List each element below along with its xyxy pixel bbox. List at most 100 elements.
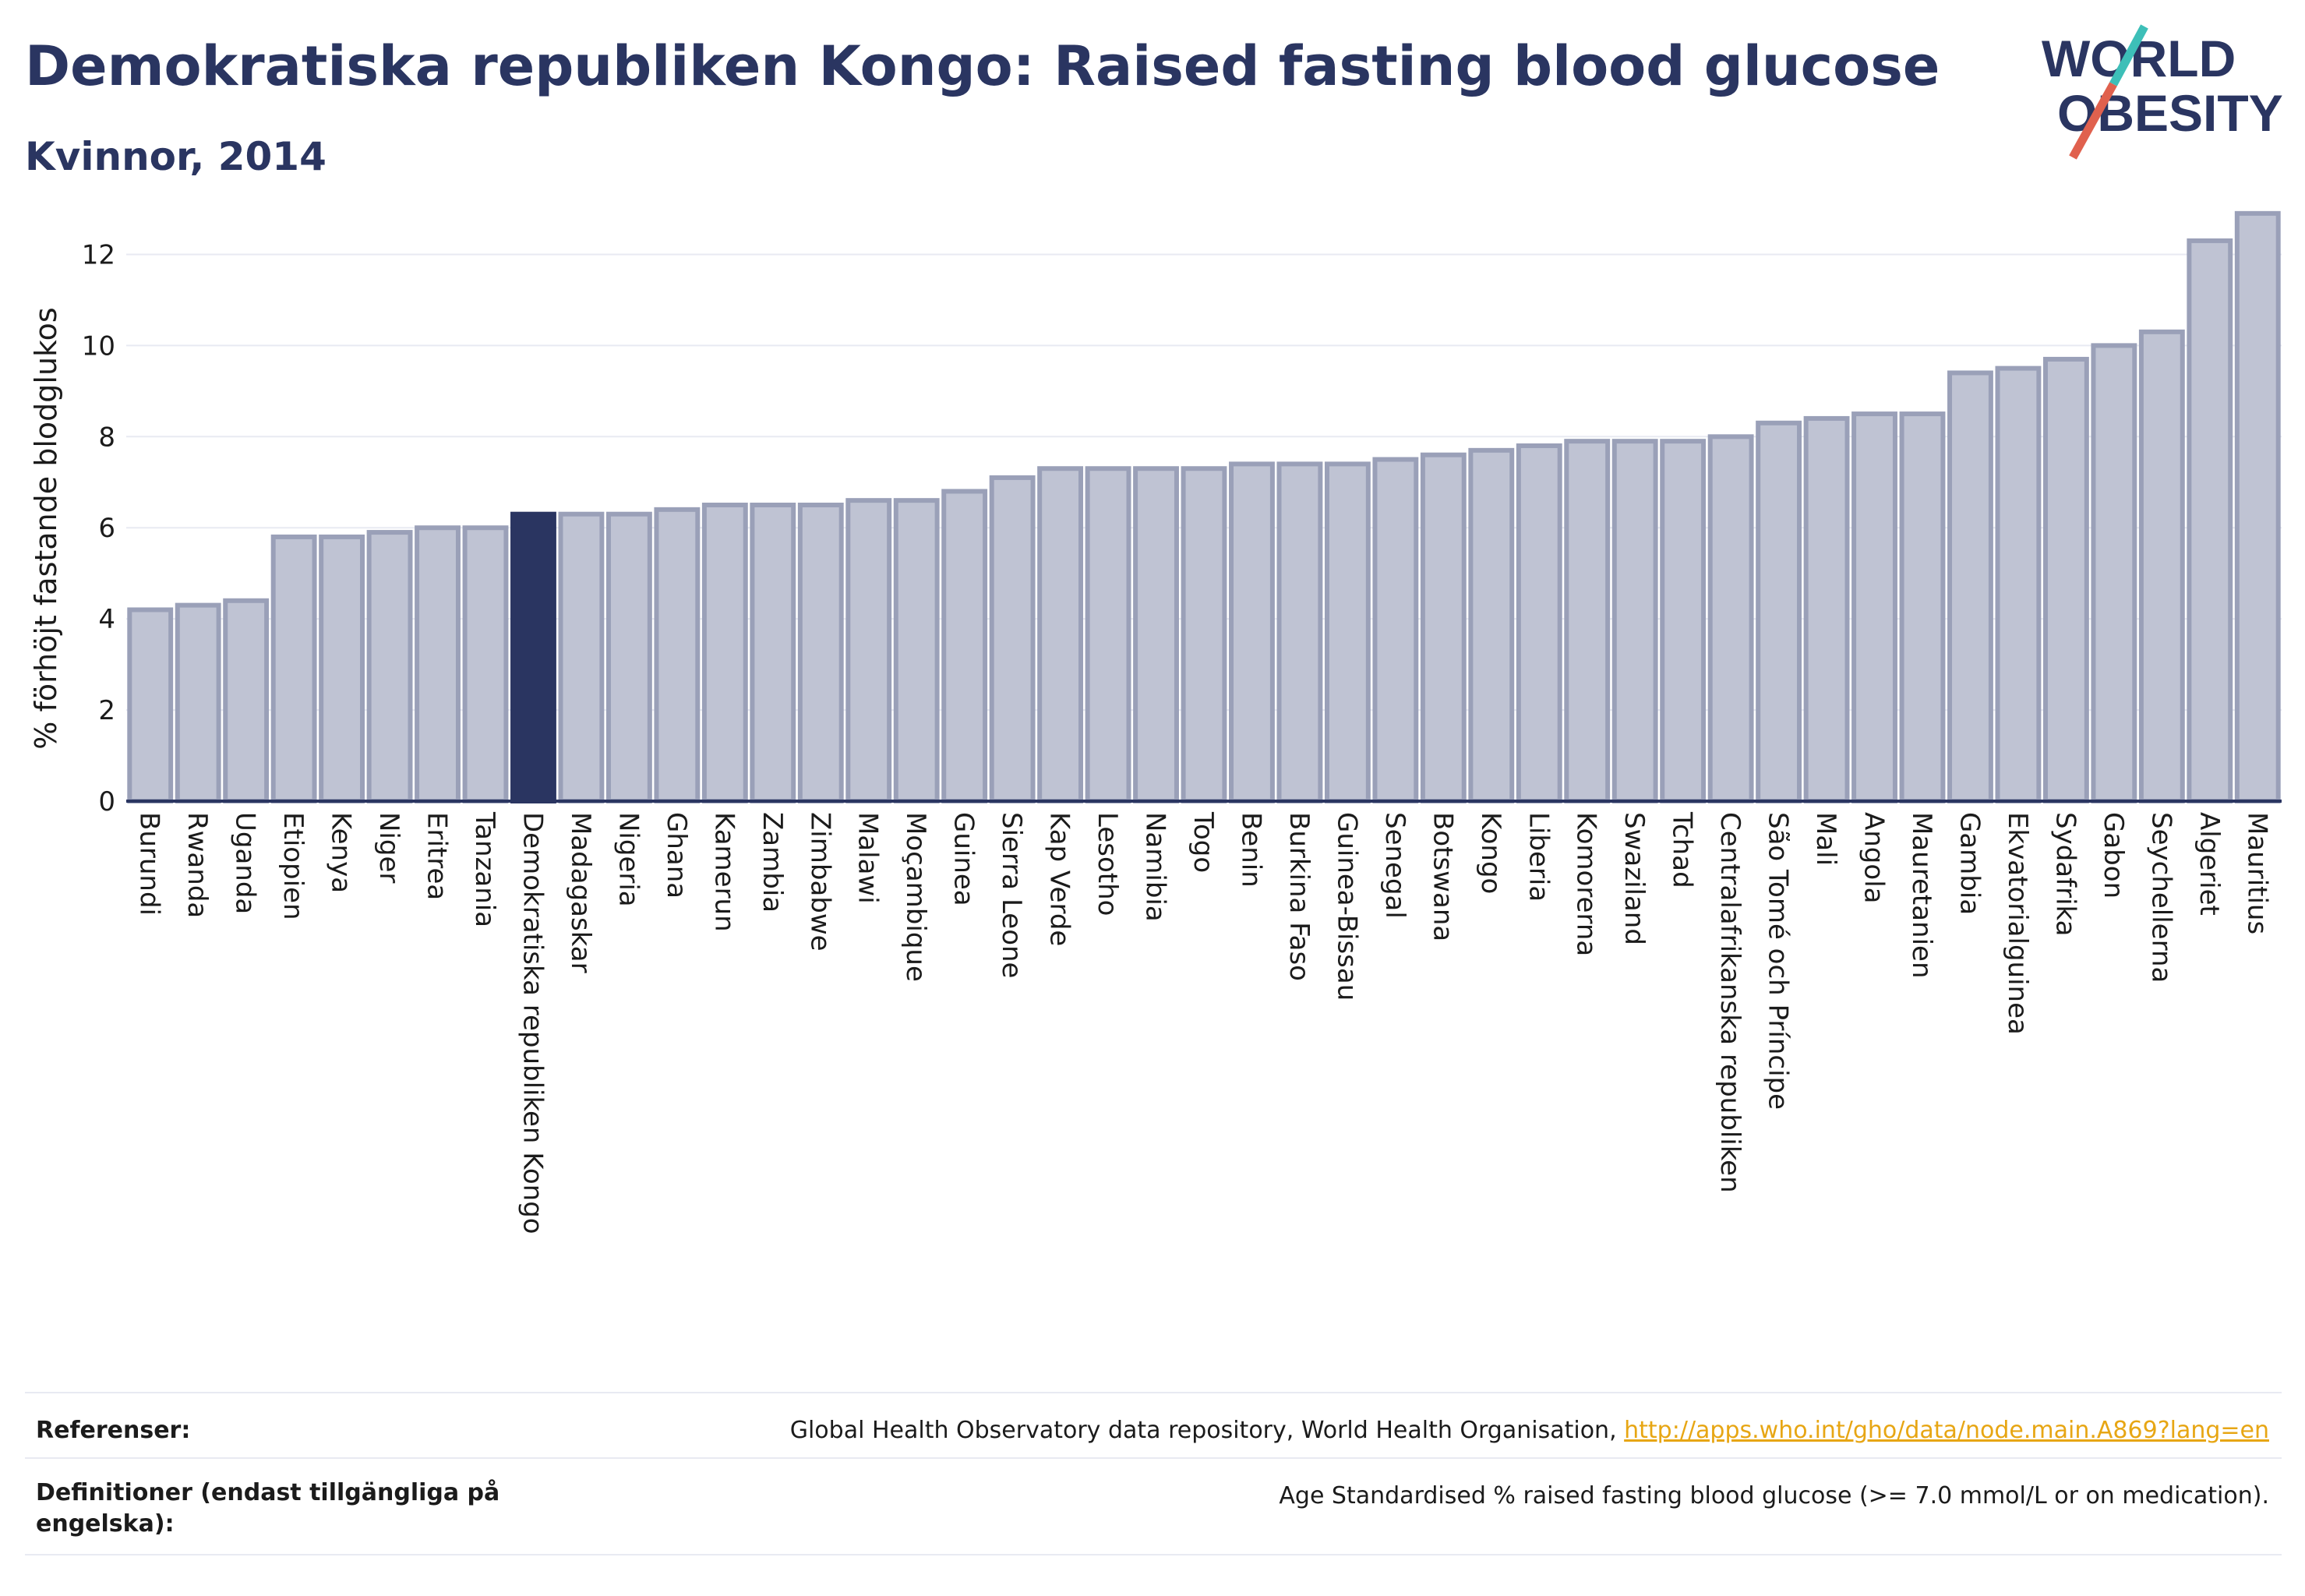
bar-benin xyxy=(1229,461,1275,804)
x-tick-label: Senegal xyxy=(1379,812,1410,919)
x-tick-label: Tanzania xyxy=(469,811,500,927)
x-tick-label: Moçambique xyxy=(900,812,931,982)
x-tick-label: Burkina Faso xyxy=(1283,812,1315,981)
bar-malawi xyxy=(845,498,892,804)
bar-gambia xyxy=(1947,370,1993,803)
x-tick-label: Gabon xyxy=(2098,812,2129,899)
bar-guinea-bissau xyxy=(1324,461,1371,804)
definitions-text: Age Standardised % raised fasting blood … xyxy=(1279,1482,2269,1509)
x-tick-label: Kamerun xyxy=(708,812,740,932)
x-tick-label: Malawi xyxy=(852,812,884,904)
x-tick-label: Ghana xyxy=(661,812,692,899)
references-text: Global Health Observatory data repositor… xyxy=(790,1415,2269,1446)
bar-swaziland xyxy=(1611,439,1658,804)
bar-mauretanien xyxy=(1899,411,1946,803)
x-tick-label: Zambia xyxy=(757,812,788,913)
x-tick-label: Algeriet xyxy=(2194,812,2225,916)
x-tick-label: Lesotho xyxy=(1092,812,1123,916)
bar-burundi xyxy=(127,607,174,804)
bar-rwanda xyxy=(175,602,221,803)
x-tick-label: Mauretanien xyxy=(1906,812,1937,979)
logo-slash-coral xyxy=(2069,82,2117,160)
y-tick-label: 0 xyxy=(98,786,115,817)
bar-zimbabwe xyxy=(797,503,844,803)
x-tick-label: Swaziland xyxy=(1618,812,1650,945)
definitions-label: Definitioner (endast tillgängliga på eng… xyxy=(36,1479,500,1538)
references-label: Referenser: xyxy=(36,1417,191,1444)
x-tick-label: Niger xyxy=(373,812,404,883)
footer-divider-bottom xyxy=(25,1554,2282,1555)
bar-centralafrikanska-republiken xyxy=(1707,434,1754,803)
bar-zambia xyxy=(750,503,796,803)
bar-kap-verde xyxy=(1037,466,1084,803)
page-title: Demokratiska republiken Kongo: Raised fa… xyxy=(25,34,1940,98)
x-tick-label: Benin xyxy=(1235,812,1266,888)
y-tick-label: 8 xyxy=(98,422,115,453)
bar-namibia xyxy=(1133,466,1179,803)
bar-kamerun xyxy=(701,503,748,803)
y-tick-label: 4 xyxy=(98,604,115,635)
x-tick-label: Kongo xyxy=(1475,812,1506,894)
bar-nigeria xyxy=(605,511,652,803)
bar-liberia xyxy=(1516,443,1562,803)
x-tick-label: Seychellerna xyxy=(2145,812,2176,983)
bar-mali xyxy=(1803,415,1850,804)
logo-slash-teal xyxy=(2109,24,2148,87)
bar-uganda xyxy=(223,598,270,803)
bar-burkina-faso xyxy=(1276,461,1323,804)
references-link[interactable]: http://apps.who.int/gho/data/node.main.A… xyxy=(1624,1417,2269,1444)
x-tick-label: Kap Verde xyxy=(1044,812,1075,946)
x-tick-label: Angola xyxy=(1858,812,1890,903)
footer-divider-top xyxy=(25,1392,2282,1393)
x-tick-label: Kenya xyxy=(326,812,357,893)
x-tick-label: Namibia xyxy=(1140,812,1171,922)
bar-eritrea xyxy=(415,525,461,803)
y-tick-label: 10 xyxy=(82,330,115,362)
x-tick-label: Nigeria xyxy=(612,812,644,907)
bar-senegal xyxy=(1372,457,1419,803)
x-tick-label: Burundi xyxy=(134,812,165,916)
x-tick-label: Madagaskar xyxy=(565,812,596,973)
bar-sydafrika xyxy=(2042,356,2089,803)
x-tick-label: Zimbabwe xyxy=(804,812,835,952)
y-tick-labels: 0 2 4 6 8 10 12 xyxy=(82,239,115,817)
x-tick-label: Gambia xyxy=(1954,812,1985,915)
bar-gabon xyxy=(2091,343,2137,803)
bar-ghana xyxy=(654,507,701,803)
bar-botswana xyxy=(1420,452,1467,803)
x-tick-labels: Burundi Rwanda Uganda Etiopien Kenya Niger Eri… xyxy=(134,811,2273,1234)
bar-kongo xyxy=(1468,447,1515,803)
x-tick-label: Mali xyxy=(1810,812,1841,866)
bar-kenya xyxy=(319,534,365,804)
references-source: Global Health Observatory data repositor… xyxy=(789,1417,1625,1444)
bar-mauritius xyxy=(2234,210,2281,804)
bar-sierra-leone xyxy=(989,475,1036,804)
bar-chart: 0 2 4 6 8 10 12 Burundi Rwanda Uganda Etiopien Ken… xyxy=(29,210,2282,1234)
x-tick-label: Liberia xyxy=(1523,812,1554,902)
bar-komorerna xyxy=(1564,439,1611,804)
x-tick-label: Ekvatorialguinea xyxy=(2002,812,2033,1035)
bar-niger xyxy=(366,530,413,803)
bar-demokratiska-republiken-kongo xyxy=(510,511,556,803)
x-tick-label: Botswana xyxy=(1427,812,1458,941)
footer-divider-middle xyxy=(25,1457,2282,1459)
bar-togo xyxy=(1181,466,1227,803)
x-tick-label: Mauritius xyxy=(2241,812,2272,934)
bar-tanzania xyxy=(462,525,509,803)
bar-ekvatorialguinea xyxy=(1995,365,2042,804)
bar-mo-ambique xyxy=(893,498,940,804)
x-tick-label: Rwanda xyxy=(182,812,213,918)
bar-angola xyxy=(1851,411,1897,803)
x-tick-label: Centralafrikanska republiken xyxy=(1714,812,1746,1193)
bar-tchad xyxy=(1660,439,1707,804)
y-axis-label: % förhöjt fastande blodglukos xyxy=(29,307,63,749)
y-tick-label: 12 xyxy=(82,239,115,270)
page-subtitle: Kvinnor, 2014 xyxy=(25,134,327,179)
bar-algeriet xyxy=(2187,238,2233,803)
x-tick-label: Etiopien xyxy=(277,812,309,920)
y-tick-label: 2 xyxy=(98,695,115,726)
x-tick-label: Sydafrika xyxy=(2049,812,2081,936)
bar-guinea xyxy=(941,489,988,803)
x-tick-label: Uganda xyxy=(230,812,261,914)
x-tick-label: Guinea xyxy=(948,812,980,906)
